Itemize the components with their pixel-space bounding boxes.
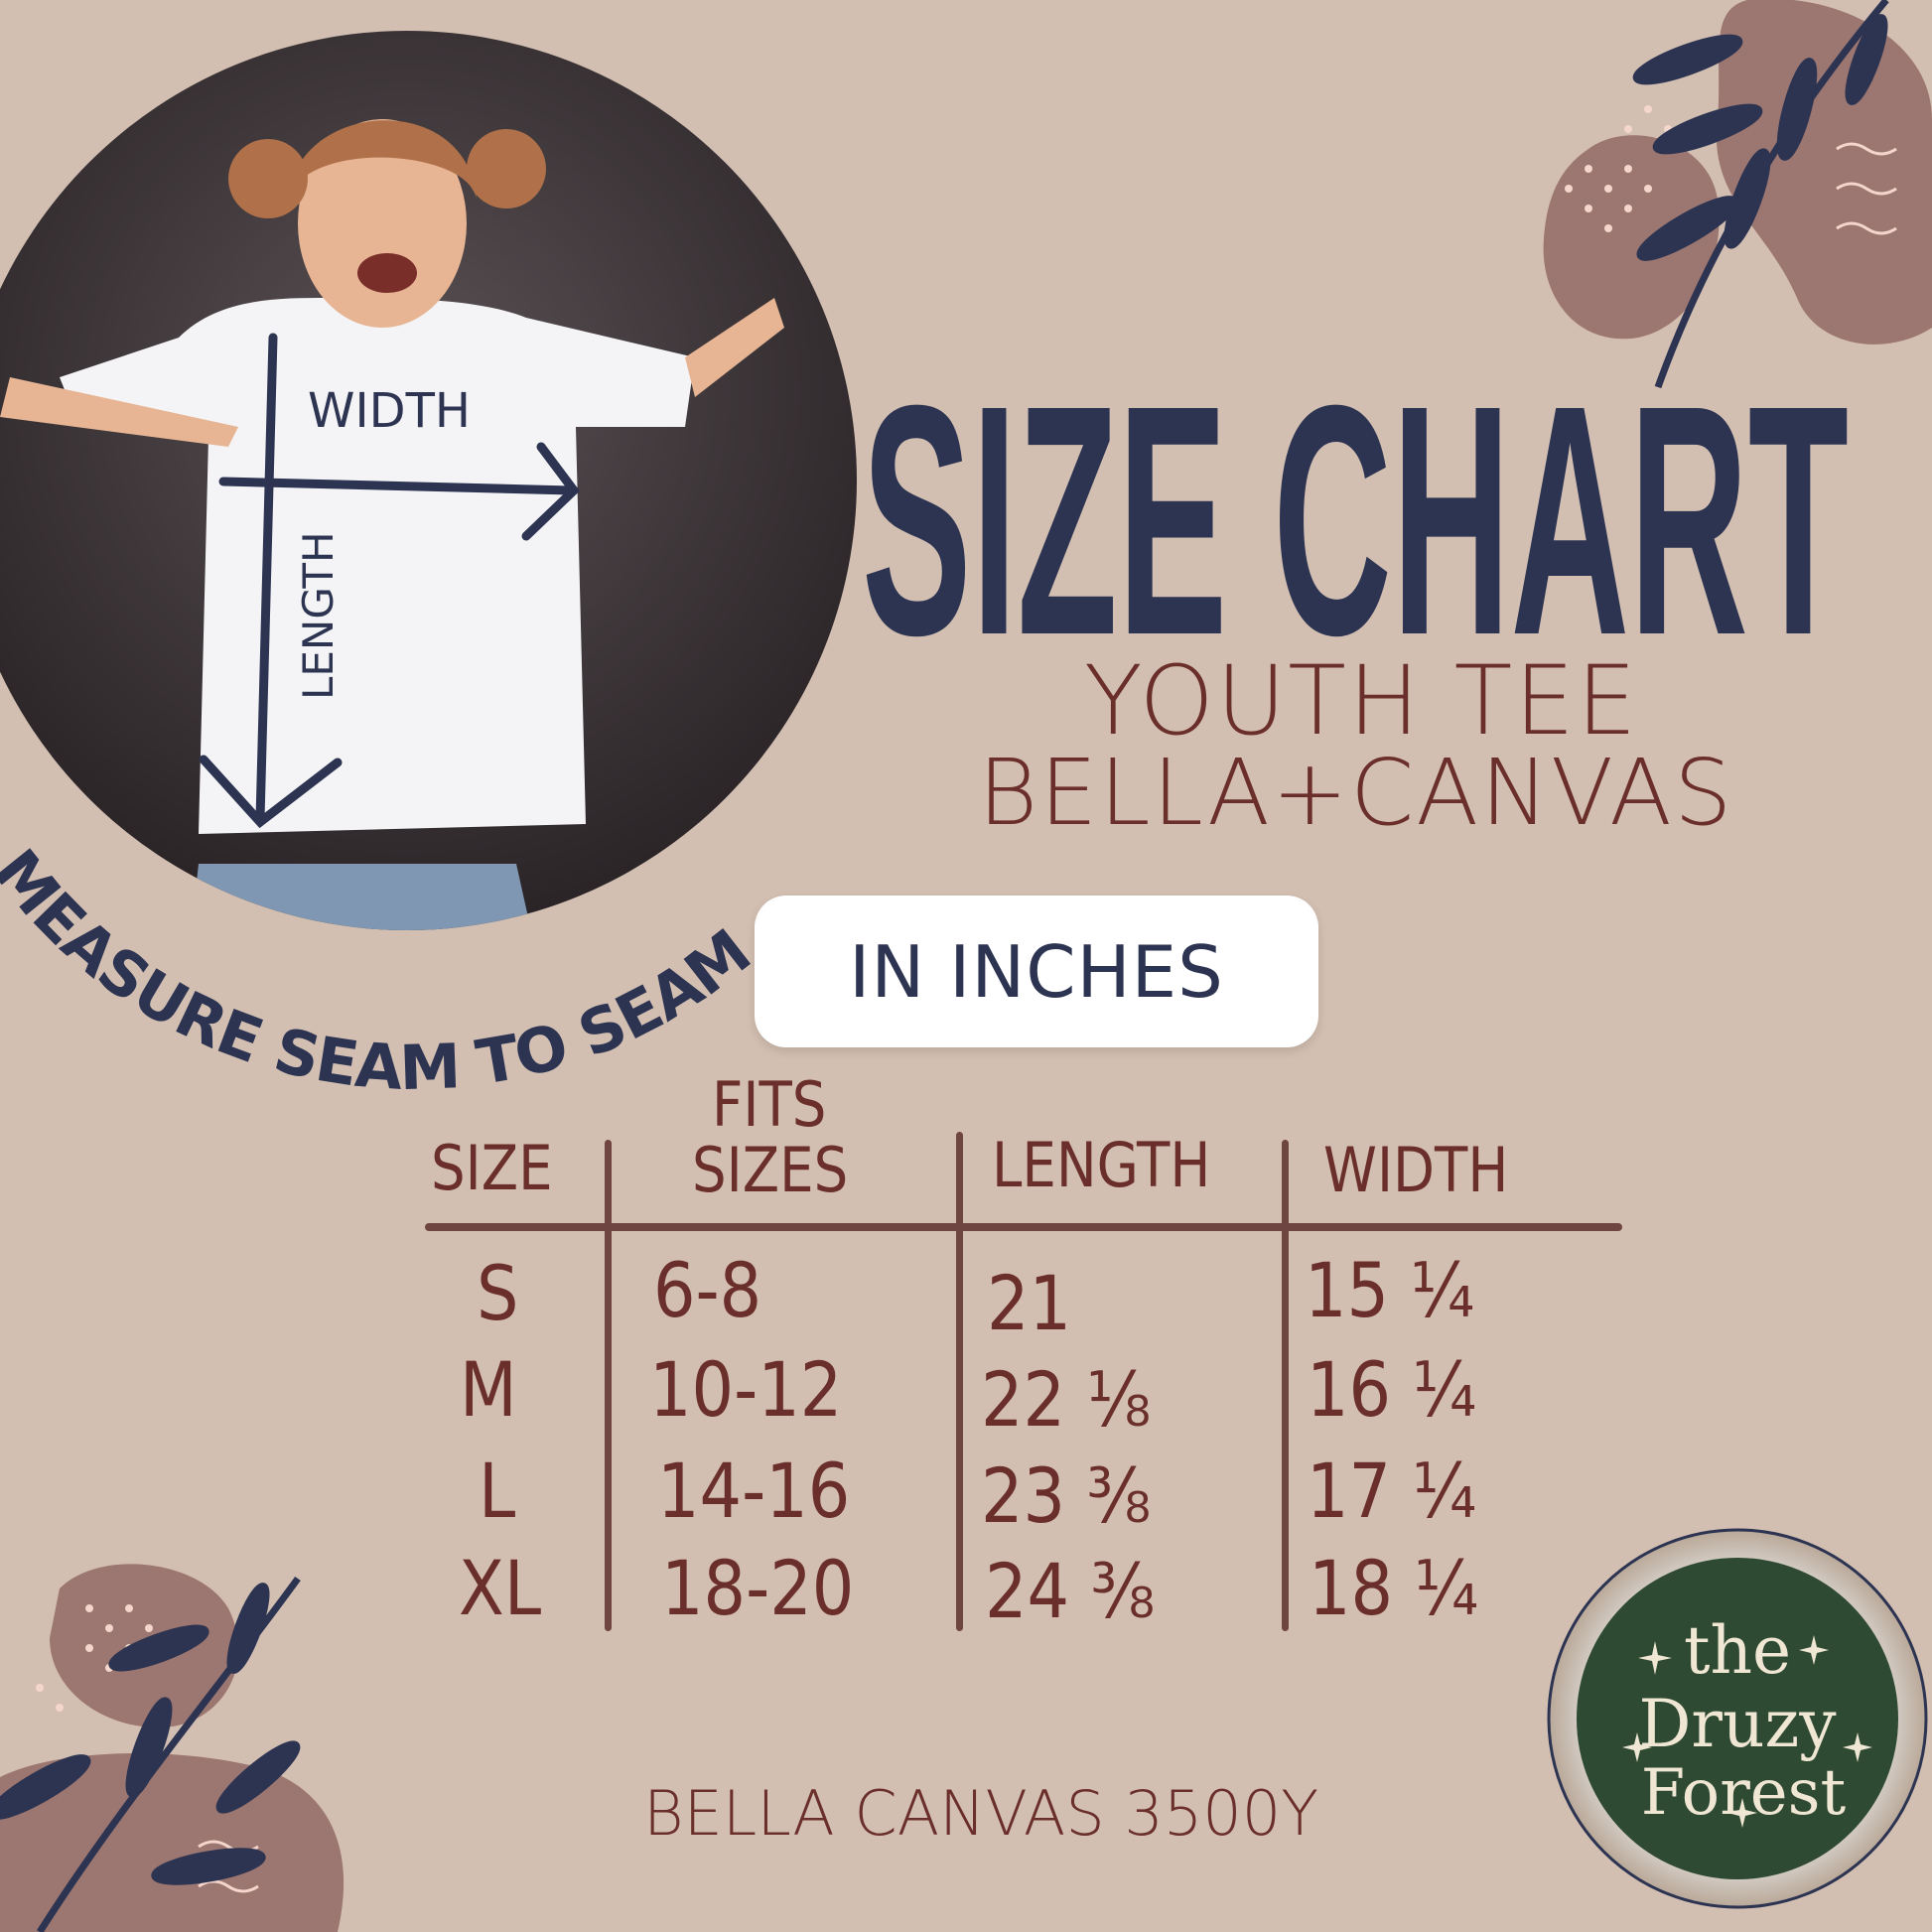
header-fits-line1: FITS <box>712 1068 827 1141</box>
cell-length: 21 <box>987 1259 1072 1347</box>
column-divider <box>605 1140 612 1631</box>
cell-fits: 18-20 <box>661 1544 855 1632</box>
header-fits-line2: SIZES <box>692 1134 849 1206</box>
column-divider <box>956 1132 963 1631</box>
header-divider <box>425 1223 1622 1231</box>
page-title-wrap: SIZE CHART <box>862 377 1849 645</box>
product-model: BELLA CANVAS 3500Y <box>643 1777 1319 1850</box>
logo-text-druzy: Druzy <box>1638 1686 1837 1762</box>
cell-length: 22 ⅛ <box>981 1355 1152 1444</box>
page-title: SIZE CHART <box>862 377 1849 645</box>
cell-size: S <box>477 1249 519 1337</box>
cell-size: M <box>460 1345 517 1434</box>
width-label: WIDTH <box>308 383 471 439</box>
header-size: SIZE <box>431 1132 553 1204</box>
length-label: LENGTH <box>294 531 343 700</box>
leaf-branch <box>0 1576 301 1932</box>
cell-length: 23 ⅜ <box>981 1451 1152 1540</box>
cell-width: 17 ¼ <box>1307 1447 1477 1535</box>
cell-fits: 14-16 <box>657 1447 851 1535</box>
unit-badge: IN INCHES <box>755 896 1318 1047</box>
leaf-branch <box>1632 0 1889 389</box>
blob-shape <box>1716 0 1932 345</box>
unit-badge-label: IN INCHES <box>849 929 1224 1014</box>
cell-width: 18 ¼ <box>1309 1544 1479 1632</box>
cell-fits: 10-12 <box>649 1345 843 1434</box>
logo-text-the: the <box>1684 1612 1791 1689</box>
cell-size: XL <box>459 1544 542 1632</box>
cell-size: L <box>479 1447 516 1535</box>
subtitle-youth-tee: YOUTH TEE <box>1084 645 1639 757</box>
cell-length: 24 ⅜ <box>985 1547 1156 1635</box>
sparkle-icon <box>1622 1635 1872 1828</box>
brand-logo: the Druzy Forest <box>1547 1528 1928 1909</box>
column-divider <box>1282 1140 1289 1631</box>
measure-arrows <box>199 333 580 829</box>
dots-pattern <box>1565 105 1672 232</box>
cell-fits: 6-8 <box>653 1246 762 1334</box>
header-width: WIDTH <box>1323 1134 1509 1206</box>
blob-shape <box>1543 135 1720 340</box>
subtitle-brand: BELLA+CANVAS <box>978 740 1734 846</box>
cell-width: 16 ¼ <box>1307 1345 1477 1434</box>
cell-width: 15 ¼ <box>1305 1246 1475 1334</box>
header-length: LENGTH <box>992 1129 1211 1201</box>
